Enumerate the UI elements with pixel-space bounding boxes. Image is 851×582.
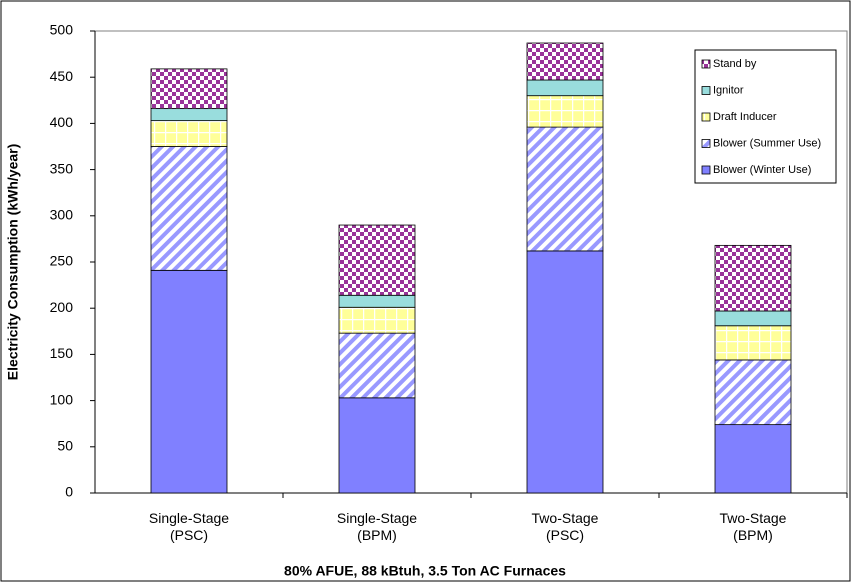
y-tick-label: 450 <box>50 68 74 84</box>
bar-segment <box>150 108 228 122</box>
legend-swatch <box>701 86 711 95</box>
x-tick-label: Two-Stage (BPM) <box>719 510 787 543</box>
bar-segment <box>714 359 792 426</box>
bar-segment <box>714 325 792 361</box>
x-axis-title: 80% AFUE, 88 kBtuh, 3.5 Ton AC Furnaces <box>284 563 566 579</box>
y-axis-title: Electricity Consumption (kWh/year) <box>5 144 21 380</box>
y-tick-label: 350 <box>50 160 74 176</box>
bar-segment <box>526 126 604 252</box>
bar-segment <box>714 310 792 327</box>
y-tick-label: 0 <box>65 484 73 500</box>
legend-swatch <box>701 112 711 122</box>
legend-swatch <box>701 139 711 148</box>
x-tick-label: Single-Stage (PSC) <box>148 510 230 543</box>
bar-segment <box>526 42 604 81</box>
bar-segment <box>714 424 792 494</box>
legend-label: Blower (Summer Use) <box>713 137 821 149</box>
y-tick-label: 150 <box>50 345 74 361</box>
bar-segment <box>150 269 228 494</box>
bar-segment <box>338 306 416 334</box>
y-tick-label: 50 <box>57 438 73 454</box>
legend-label: Draft Inducer <box>713 111 777 123</box>
legend <box>694 49 837 184</box>
x-tick-label: Two-Stage (PSC) <box>531 510 599 543</box>
legend-label: Blower (Winter Use) <box>713 164 811 176</box>
bar-segment <box>338 294 416 308</box>
y-tick-label: 250 <box>50 253 74 269</box>
bar-segment <box>338 224 416 296</box>
bar-segment <box>338 397 416 494</box>
bar-segment <box>526 79 604 97</box>
legend-label: Ignitor <box>713 84 744 96</box>
y-tick-label: 100 <box>50 391 74 407</box>
y-tick-label: 400 <box>50 114 74 130</box>
bar-segment <box>526 250 604 494</box>
x-tick-label: Single-Stage (BPM) <box>336 510 418 543</box>
bar-segment <box>150 68 228 110</box>
legend-swatch <box>701 59 711 69</box>
legend-swatch <box>701 165 711 175</box>
bar-segment <box>338 332 416 399</box>
legend-label: Stand by <box>713 58 757 70</box>
bar-segment <box>714 244 792 312</box>
bar-segment <box>526 95 604 128</box>
bar-segment <box>150 146 228 271</box>
bar-segment <box>150 120 228 147</box>
y-tick-label: 200 <box>50 299 74 315</box>
y-tick-label: 300 <box>50 207 74 223</box>
y-tick-label: 500 <box>50 22 74 38</box>
